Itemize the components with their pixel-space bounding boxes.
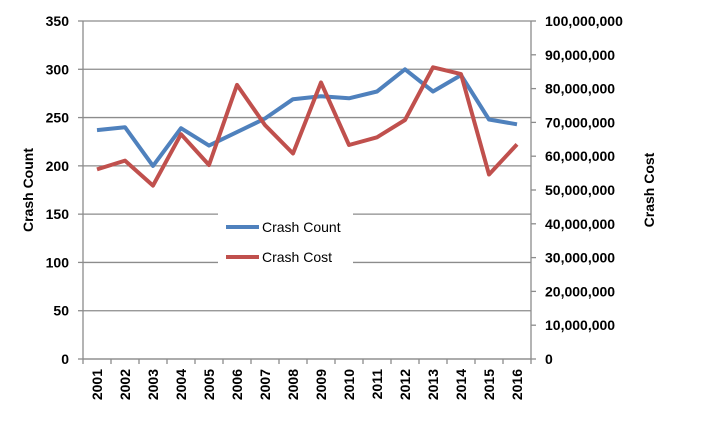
y-right-tick-label: 10,000,000: [545, 317, 615, 333]
x-tick-label: 2005: [201, 369, 217, 400]
x-tick-label: 2014: [453, 369, 469, 400]
y-tick-label: 100: [46, 254, 70, 270]
y-tick-label: 250: [46, 110, 70, 126]
x-tick-label: 2004: [173, 369, 189, 400]
y-right-tick-label: 70,000,000: [545, 114, 615, 130]
x-tick-label: 2015: [481, 369, 497, 400]
y-right-tick-label: 100,000,000: [545, 13, 623, 29]
y-axis-label-left: Crash Count: [20, 148, 36, 232]
axes: 0 50 100 150 200 250 300 350 0 10,000,000 20,000,0…: [46, 13, 623, 400]
y-tick-label: 0: [61, 351, 69, 367]
x-tick-label: 2002: [117, 369, 133, 400]
legend-background: [218, 210, 353, 270]
gridlines: [83, 20, 531, 360]
x-tick-label: 2008: [285, 369, 301, 400]
x-tick-label: 2001: [89, 369, 105, 400]
x-tick-label: 2016: [509, 369, 525, 400]
y-right-tick-label: 60,000,000: [545, 148, 615, 164]
x-tick-label: 2010: [341, 369, 357, 400]
y-tick-label: 300: [46, 61, 70, 77]
legend: Crash Count Crash Cost: [218, 210, 353, 270]
y-right-tick-label: 30,000,000: [545, 250, 615, 266]
x-tick-label: 2013: [425, 369, 441, 400]
x-tick-label: 2007: [257, 369, 273, 400]
x-tick-label: 2003: [145, 369, 161, 400]
x-tick-label: 2011: [369, 369, 385, 400]
x-tick-label: 2006: [229, 369, 245, 400]
y-right-tick-label: 80,000,000: [545, 81, 615, 97]
y-tick-label: 150: [46, 206, 70, 222]
y-right-tick-label: 40,000,000: [545, 216, 615, 232]
y-right-tick-label: 20,000,000: [545, 283, 615, 299]
x-tick-label: 2012: [397, 369, 413, 400]
series-line-crash-cost: [96, 65, 519, 188]
series-line-crash-count: [96, 67, 518, 168]
y-tick-label: 350: [46, 13, 70, 29]
y-right-tick-label: 50,000,000: [545, 182, 615, 198]
y-right-tick-label: 90,000,000: [545, 47, 615, 63]
y-axis-label-right: Crash Cost: [641, 152, 657, 227]
y-right-tick-label: 0: [545, 351, 553, 367]
y-tick-label: 50: [53, 303, 69, 319]
y-tick-label: 200: [46, 158, 70, 174]
x-tick-label: 2009: [313, 369, 329, 400]
legend-label-crash-cost: Crash Cost: [262, 249, 332, 265]
legend-label-crash-count: Crash Count: [262, 219, 341, 235]
series-lines: [96, 65, 519, 188]
